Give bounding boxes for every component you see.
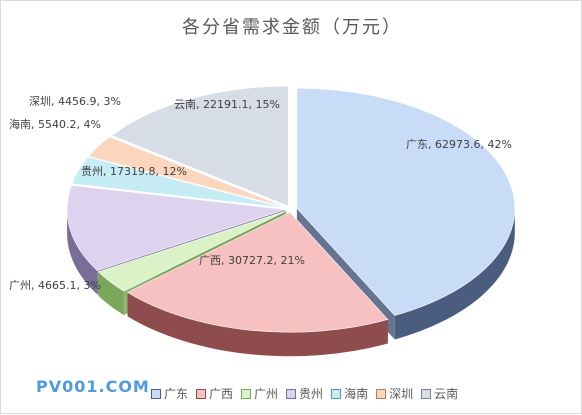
legend-label-云南: 云南 [434, 387, 459, 401]
legend-item-贵州: 贵州 [286, 385, 323, 402]
slice-云南 [111, 85, 289, 207]
data-label-海南: 海南, 5540.2, 4% [9, 117, 101, 131]
slice-side-广州 [98, 271, 124, 316]
slice-深圳 [87, 136, 286, 208]
data-labels: 广东, 62973.6, 42% 广西, 30727.2, 21% 广州, 4665… [9, 95, 512, 292]
legend-label-贵州: 贵州 [299, 387, 324, 401]
legend-item-深圳: 深圳 [376, 385, 413, 402]
legend-item-海南: 海南 [331, 385, 368, 402]
slice-广西 [126, 211, 389, 333]
data-label-贵州: 贵州, 17319.8, 12% [81, 165, 187, 178]
chart-title: 各分省需求金额（万元） [182, 17, 402, 38]
data-label-广州: 广州, 4665.1, 3% [9, 279, 101, 292]
slice-海南 [71, 156, 286, 209]
legend-label-海南: 海南 [344, 387, 369, 401]
data-label-深圳: 深圳, 4456.9, 3% [29, 95, 121, 108]
legend-item-广州: 广州 [241, 385, 278, 402]
pie-tops [66, 85, 516, 333]
legend-label-广州: 广州 [254, 387, 279, 401]
watermark: PV001.COM [36, 377, 150, 396]
legend: 广东 广西 广州 贵州 海南 深圳 云南 [151, 385, 466, 402]
slice-side-广东 [394, 208, 515, 340]
legend-item-云南: 云南 [421, 385, 458, 402]
slice-广东 [296, 87, 516, 316]
legend-item-广东: 广东 [151, 385, 188, 402]
legend-swatch-广东 [151, 388, 161, 399]
slice-贵州 [66, 185, 286, 271]
legend-swatch-云南 [421, 388, 432, 399]
legend-swatch-广西 [196, 388, 207, 399]
data-label-广东: 广东, 62973.6, 42% [406, 138, 512, 151]
legend-label-广东: 广东 [164, 387, 189, 401]
legend-swatch-贵州 [286, 388, 297, 399]
slice-广州 [97, 210, 287, 292]
legend-swatch-海南 [331, 388, 342, 399]
legend-item-广西: 广西 [196, 385, 233, 402]
legend-label-广西: 广西 [209, 387, 234, 401]
slice-side-广西 [127, 292, 388, 357]
legend-label-深圳: 深圳 [389, 387, 414, 401]
slice-side-贵州 [67, 209, 98, 295]
data-label-广西: 广西, 30727.2, 21% [199, 254, 305, 267]
legend-swatch-深圳 [376, 388, 387, 399]
data-label-云南: 云南, 22191.1, 15% [174, 98, 280, 111]
legend-swatch-广州 [241, 388, 252, 399]
